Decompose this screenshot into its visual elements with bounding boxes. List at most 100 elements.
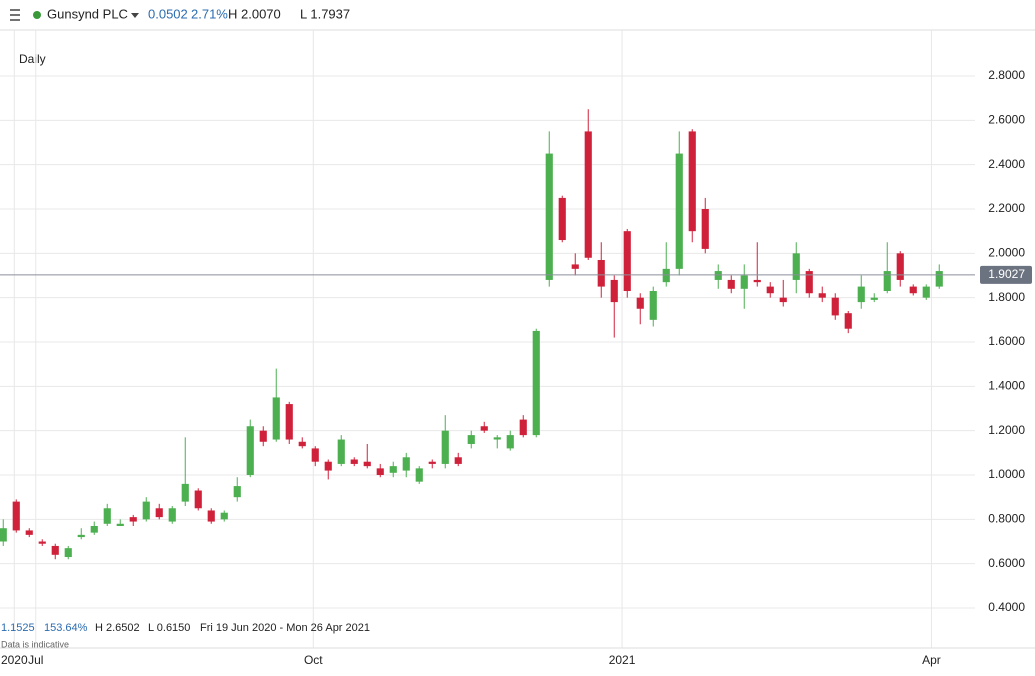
- candle-body: [90, 525, 98, 533]
- header-bar: [0, 0, 1035, 30]
- candle-body: [77, 534, 85, 538]
- candle-body: [51, 545, 59, 555]
- candle-body: [831, 297, 839, 316]
- y-tick-label: 1.4000: [988, 379, 1025, 393]
- y-tick-label: 0.8000: [988, 512, 1025, 526]
- candle-body: [597, 259, 605, 287]
- last-price-label: 1.9027: [988, 267, 1025, 281]
- candle-body: [272, 397, 280, 440]
- footer-low: L 0.6150: [148, 622, 190, 634]
- candle-body: [220, 512, 228, 520]
- candle-body: [415, 468, 423, 482]
- candle-body: [142, 501, 150, 520]
- candle-body: [870, 297, 878, 300]
- candle-body: [779, 297, 787, 303]
- y-tick-label: 2.8000: [988, 68, 1025, 82]
- candle-body: [285, 404, 293, 440]
- candle-body: [402, 457, 410, 471]
- candle-body: [103, 508, 111, 524]
- candle-body: [298, 441, 306, 447]
- candle-body: [610, 279, 618, 303]
- candle-body: [116, 523, 124, 526]
- candle-body: [233, 486, 241, 498]
- header-change-pct: 2.71%: [191, 6, 228, 21]
- candle-body: [324, 461, 332, 471]
- candle-body: [766, 286, 774, 294]
- x-tick-label: Apr: [922, 653, 941, 667]
- footer-note: Data is indicative: [1, 639, 69, 649]
- candle-body: [844, 313, 852, 329]
- candle-body: [649, 291, 657, 320]
- footer-change: 1.1525: [1, 622, 35, 634]
- candle-body: [441, 430, 449, 464]
- candle-body: [818, 293, 826, 298]
- candle-body: [129, 517, 137, 522]
- candle-body: [389, 466, 397, 473]
- x-tick-label: Jul: [28, 653, 43, 667]
- candle-body: [883, 271, 891, 292]
- candle-body: [311, 448, 319, 462]
- candle-body: [675, 153, 683, 269]
- last-price-box: [980, 265, 1032, 284]
- y-tick-label: 2.4000: [988, 157, 1025, 171]
- x-tick-label: 2020: [1, 653, 28, 667]
- y-tick-label: 2.6000: [988, 113, 1025, 127]
- footer-change-pct: 153.64%: [44, 622, 88, 634]
- candle-body: [64, 548, 72, 558]
- dropdown-caret[interactable]: [131, 13, 139, 18]
- candle-body: [584, 131, 592, 258]
- y-tick-label: 0.4000: [988, 600, 1025, 614]
- candle-body: [623, 231, 631, 292]
- candle-body: [714, 271, 722, 280]
- candle-body: [753, 279, 761, 283]
- y-tick-label: 1.6000: [988, 334, 1025, 348]
- candle-body: [857, 286, 865, 303]
- candle-body: [467, 435, 475, 444]
- candle-body: [571, 264, 579, 269]
- candle-body: [545, 153, 553, 280]
- status-dot: [33, 11, 41, 19]
- y-tick-label: 2.2000: [988, 201, 1025, 215]
- candle-body: [194, 490, 202, 509]
- instrument-name[interactable]: Gunsynd PLC: [47, 6, 128, 21]
- y-tick-label: 1.0000: [988, 467, 1025, 481]
- candle-body: [935, 271, 943, 287]
- candle-body: [519, 419, 527, 436]
- candle-body: [337, 439, 345, 464]
- x-tick-label: Oct: [304, 653, 323, 667]
- candle-body: [805, 271, 813, 294]
- candle-body: [12, 501, 20, 531]
- candle-body: [38, 541, 46, 544]
- candle-body: [350, 459, 358, 464]
- candle-body: [493, 437, 501, 440]
- interval-label: Daily: [19, 52, 46, 66]
- candle-body: [740, 275, 748, 289]
- candle-body: [363, 461, 371, 467]
- menu-icon[interactable]: [10, 9, 20, 21]
- candle-body: [558, 197, 566, 241]
- candle-body: [636, 297, 644, 309]
- candle-body: [662, 268, 670, 283]
- y-tick-label: 1.8000: [988, 290, 1025, 304]
- header-low: L 1.7937: [300, 6, 350, 21]
- candle-body: [896, 253, 904, 280]
- candle-body: [688, 131, 696, 232]
- candle-body: [909, 286, 917, 294]
- header-change: 0.0502: [148, 6, 188, 21]
- candle-body: [181, 483, 189, 502]
- y-tick-label: 0.6000: [988, 556, 1025, 570]
- footer-high: H 2.6502: [95, 622, 140, 634]
- candle-body: [155, 508, 163, 518]
- x-tick-label: 2021: [609, 653, 636, 667]
- candle-body: [454, 457, 462, 464]
- candle-body: [168, 508, 176, 522]
- candle-body: [25, 530, 33, 535]
- candle-body: [480, 426, 488, 431]
- candle-body: [428, 461, 436, 464]
- header-high: H 2.0070: [228, 6, 281, 21]
- candle-body: [727, 279, 735, 289]
- y-tick-label: 1.2000: [988, 423, 1025, 437]
- y-tick-label: 2.0000: [988, 246, 1025, 260]
- candle-body: [792, 253, 800, 280]
